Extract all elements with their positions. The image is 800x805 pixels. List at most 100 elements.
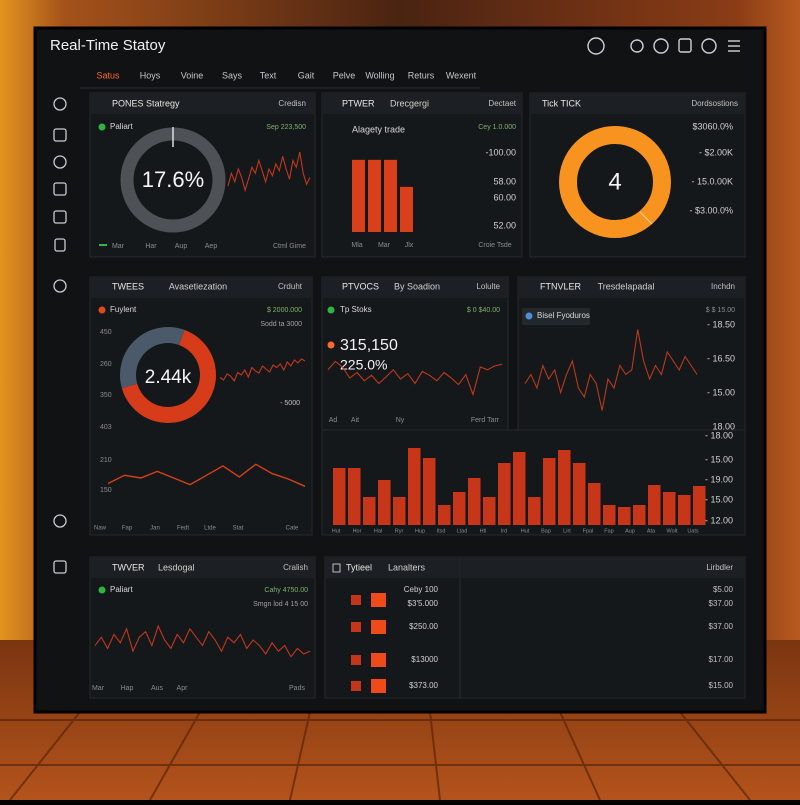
x-tick-label: Aup: [625, 528, 635, 534]
x-tick-label: Hor: [353, 528, 362, 534]
x-tick-label: Ltad: [457, 528, 468, 534]
bar: [453, 492, 466, 525]
panel-subtitle: Lanalters: [388, 562, 426, 572]
bar: [438, 505, 451, 525]
x-tick-label: Fap: [122, 526, 133, 532]
x-tick-label: Naw: [94, 526, 107, 532]
footer: Ctml Gime: [273, 243, 306, 250]
chart-label: Alagety trade: [352, 124, 405, 134]
nav-tab[interactable]: Says: [222, 70, 243, 80]
panel-action: Dordsostions: [691, 99, 738, 108]
bar: [633, 505, 646, 525]
panel: [324, 556, 461, 699]
bar: [588, 483, 601, 525]
nav-tab[interactable]: Wexent: [446, 70, 477, 80]
row-value: $5.00: [713, 585, 734, 594]
nav-tab[interactable]: Gait: [298, 70, 315, 80]
nav-tab[interactable]: Satus: [96, 70, 120, 80]
y-label: - 19.00: [705, 474, 733, 484]
y-label: - $3.00.0%: [689, 205, 733, 215]
nav-tab[interactable]: Pelve: [333, 70, 356, 80]
nav-tab[interactable]: Wolling: [365, 70, 394, 80]
row-value: Ceby 100: [404, 585, 439, 594]
stat: $ $ 15.00: [706, 307, 735, 314]
stat: Cahy 4750.00: [264, 587, 308, 594]
swatch: [371, 593, 386, 607]
sidebar-icons[interactable]: [53, 97, 67, 574]
panel-title: TWEES: [112, 281, 144, 291]
stat: Smgn lod 4 15 00: [253, 601, 308, 608]
y-label: - 18.00: [705, 430, 733, 440]
header-icons[interactable]: [587, 37, 740, 55]
x-tick-label: Mar: [112, 243, 125, 250]
x-tick-label: Cate: [286, 526, 299, 532]
bar: [423, 458, 436, 525]
y-label: - 15.00: [705, 494, 733, 504]
center-value: 4: [608, 168, 621, 195]
bar: [498, 463, 511, 525]
legend-label: Fuylent: [110, 305, 137, 314]
y-label: - 15.00: [707, 387, 735, 397]
stat: Sep 223,500: [266, 124, 306, 131]
line-series: [219, 358, 306, 383]
percent-value: 225.0%: [340, 357, 387, 373]
swatch: [371, 679, 386, 693]
screen-bezel: [33, 26, 767, 714]
panel-action: Cralish: [283, 563, 308, 572]
panel-action: Credisn: [278, 99, 306, 108]
x-tick-label: Ird: [501, 528, 507, 534]
x-tick-label: Uats: [687, 528, 699, 534]
panel-title: PTWER: [342, 98, 375, 108]
x-tick-label: Apr: [177, 685, 189, 692]
x-tick-label: Mla: [351, 242, 362, 249]
y-label: - $2.00K: [699, 147, 733, 157]
bar: [348, 468, 361, 525]
x-tick-label: Hup: [415, 528, 425, 534]
panel-header: [460, 557, 745, 578]
row-value: $37.00: [709, 622, 734, 631]
nav-tab[interactable]: Hoys: [140, 70, 161, 80]
y-label: - 15.00: [705, 454, 733, 464]
nav-tab[interactable]: Returs: [408, 70, 435, 80]
line-series: [107, 463, 306, 487]
y-label: 403: [100, 424, 112, 431]
x-tick-label: Ait: [351, 417, 359, 424]
y-label: -100.00: [485, 147, 516, 157]
y-label: - 18.50: [707, 319, 735, 329]
x-tick-label: Stat: [233, 526, 244, 532]
ring: [559, 126, 671, 238]
x-tick-label: Hut: [521, 528, 530, 534]
bar: [618, 507, 631, 525]
bar: [513, 452, 526, 525]
panel-header: [90, 93, 315, 114]
legend-label: Bisel Fyoduros: [537, 311, 590, 320]
bar: [663, 492, 676, 525]
nav-tab[interactable]: Voine: [181, 70, 204, 80]
footer: Ferd Tarr: [471, 417, 500, 424]
x-tick-label: Hut: [332, 528, 341, 534]
ring-marker: [639, 211, 653, 225]
x-tick-label: Aep: [205, 243, 218, 250]
y-label: 52.00: [493, 220, 516, 230]
bar: [368, 159, 381, 232]
bar: [400, 186, 413, 232]
x-tick-label: Hal: [374, 528, 382, 534]
y-label: - 15.0.00K: [691, 176, 733, 186]
panel-header: [518, 277, 745, 298]
y-label: 260: [100, 361, 112, 368]
panel-title: FTNVLER: [540, 281, 582, 291]
bar: [352, 159, 365, 232]
row-value: $13000: [411, 655, 438, 664]
panel-icon: [332, 563, 341, 573]
panel-subtitle: Avasetiezation: [169, 281, 227, 291]
panel-header: [90, 557, 315, 578]
swatch: [351, 622, 361, 632]
legend-label: Paliart: [110, 585, 133, 594]
panel-title: Tytieel: [346, 562, 372, 572]
panel-header: [322, 277, 508, 298]
x-tick-label: Aus: [151, 685, 164, 692]
panel: [459, 556, 746, 699]
nav-tab[interactable]: Text: [260, 70, 277, 80]
